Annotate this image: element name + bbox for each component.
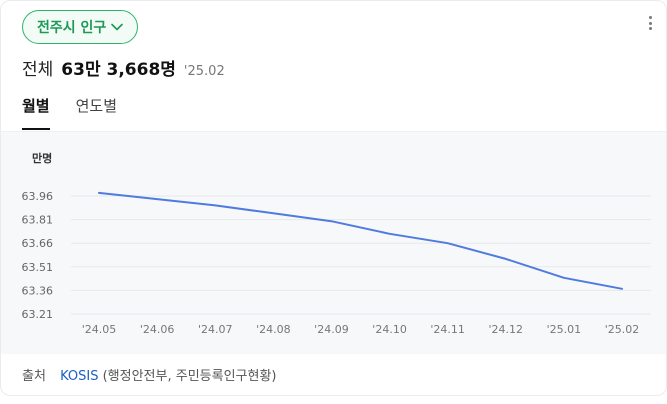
x-tick-label: '25.02 [605,323,640,336]
tab-yearly[interactable]: 연도별 [75,97,118,115]
source-footer: 출처 KOSIS (행정안전부, 주민등록인구현황) [22,365,276,384]
region-label: 전주시 인구 [37,20,107,36]
summary-value: 63만 3,668명 [61,60,176,80]
x-tick-label: '24.05 [82,323,117,336]
series-line [98,191,623,290]
source-link[interactable]: KOSIS [60,369,99,384]
y-tick-label: 63.21 [22,308,54,321]
tab-monthly[interactable]: 월별 [22,95,50,130]
x-tick-label: '25.01 [547,323,582,336]
x-tick-label: '24.12 [489,323,524,336]
x-tick-label: '24.09 [314,323,349,336]
source-label: 출처 [22,369,46,384]
population-chart: 만명 63.96 63.81 63.66 63.51 63.36 63.21 '24.05 '2… [1,131,666,354]
more-vertical-icon[interactable] [642,13,658,33]
x-tick-label: '24.08 [256,323,291,336]
population-summary: 전체 63만 3,668명 '25.02 [22,55,225,80]
y-axis-unit-label: 만명 [32,151,52,165]
summary-date: '25.02 [183,64,225,79]
source-detail: (행정안전부, 주민등록인구현황) [102,369,277,384]
x-tick-label: '24.06 [140,323,175,336]
summary-label: 전체 [22,60,54,80]
y-tick-label: 63.36 [22,284,54,297]
x-tick-label: '24.10 [372,323,407,336]
period-tabs: 월별 연도별 [22,95,143,130]
line-chart: 만명 63.96 63.81 63.66 63.51 63.36 63.21 '24.05 '2… [22,151,651,336]
x-tick-label: '24.07 [198,323,233,336]
chevron-down-icon [111,23,124,31]
y-tick-label: 63.51 [22,261,54,274]
y-tick-label: 63.96 [22,190,54,203]
y-tick-label: 63.66 [22,237,54,250]
region-selector-button[interactable]: 전주시 인구 [22,10,139,44]
y-tick-label: 63.81 [22,214,54,227]
x-tick-label: '24.11 [430,323,465,336]
